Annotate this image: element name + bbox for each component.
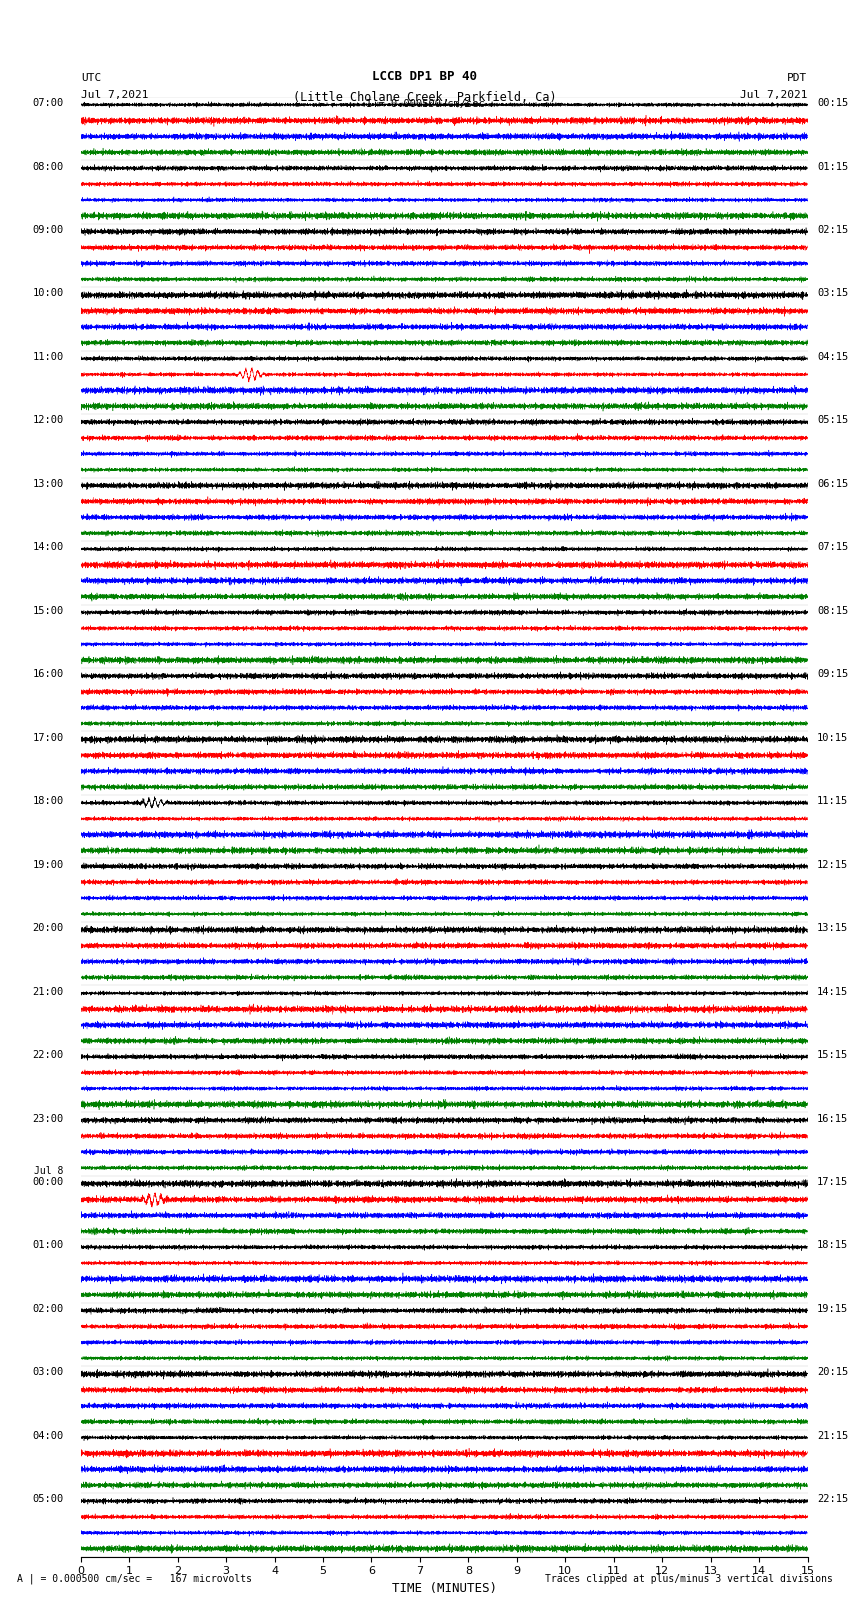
Text: 14:15: 14:15 xyxy=(817,987,848,997)
Text: 03:00: 03:00 xyxy=(32,1368,64,1378)
Text: 13:00: 13:00 xyxy=(32,479,64,489)
Text: 14:00: 14:00 xyxy=(32,542,64,552)
Text: 04:00: 04:00 xyxy=(32,1431,64,1440)
Text: UTC: UTC xyxy=(81,73,101,84)
Text: 00:15: 00:15 xyxy=(817,98,848,108)
Text: 15:15: 15:15 xyxy=(817,1050,848,1060)
Text: Jul 8: Jul 8 xyxy=(34,1166,64,1176)
Text: 02:00: 02:00 xyxy=(32,1303,64,1315)
Text: 22:00: 22:00 xyxy=(32,1050,64,1060)
Text: 09:00: 09:00 xyxy=(32,224,64,235)
Text: PDT: PDT xyxy=(787,73,808,84)
Text: Jul 7,2021: Jul 7,2021 xyxy=(740,90,808,100)
Text: 17:00: 17:00 xyxy=(32,732,64,742)
Text: 11:15: 11:15 xyxy=(817,797,848,806)
Text: 18:00: 18:00 xyxy=(32,797,64,806)
Text: 07:00: 07:00 xyxy=(32,98,64,108)
Text: 08:00: 08:00 xyxy=(32,161,64,171)
Text: 06:15: 06:15 xyxy=(817,479,848,489)
Text: 03:15: 03:15 xyxy=(817,289,848,298)
Text: 10:00: 10:00 xyxy=(32,289,64,298)
X-axis label: TIME (MINUTES): TIME (MINUTES) xyxy=(392,1582,496,1595)
Text: 12:00: 12:00 xyxy=(32,416,64,426)
Text: 16:00: 16:00 xyxy=(32,669,64,679)
Text: 01:15: 01:15 xyxy=(817,161,848,171)
Text: Traces clipped at plus/minus 3 vertical divisions: Traces clipped at plus/minus 3 vertical … xyxy=(545,1574,833,1584)
Text: 02:15: 02:15 xyxy=(817,224,848,235)
Text: Jul 7,2021: Jul 7,2021 xyxy=(81,90,148,100)
Text: 09:15: 09:15 xyxy=(817,669,848,679)
Text: 16:15: 16:15 xyxy=(817,1113,848,1124)
Text: 17:15: 17:15 xyxy=(817,1177,848,1187)
Text: LCCB DP1 BP 40: LCCB DP1 BP 40 xyxy=(372,69,478,84)
Text: 20:00: 20:00 xyxy=(32,923,64,934)
Text: 23:00: 23:00 xyxy=(32,1113,64,1124)
Text: I = 0.000500 cm/sec: I = 0.000500 cm/sec xyxy=(366,100,484,110)
Text: 20:15: 20:15 xyxy=(817,1368,848,1378)
Text: 01:00: 01:00 xyxy=(32,1240,64,1250)
Text: 19:15: 19:15 xyxy=(817,1303,848,1315)
Text: (Little Cholane Creek, Parkfield, Ca): (Little Cholane Creek, Parkfield, Ca) xyxy=(293,90,557,105)
Text: 19:00: 19:00 xyxy=(32,860,64,869)
Text: 15:00: 15:00 xyxy=(32,606,64,616)
Text: 21:15: 21:15 xyxy=(817,1431,848,1440)
Text: 21:00: 21:00 xyxy=(32,987,64,997)
Text: 22:15: 22:15 xyxy=(817,1494,848,1505)
Text: 05:00: 05:00 xyxy=(32,1494,64,1505)
Text: 11:00: 11:00 xyxy=(32,352,64,361)
Text: 12:15: 12:15 xyxy=(817,860,848,869)
Text: 04:15: 04:15 xyxy=(817,352,848,361)
Text: 00:00: 00:00 xyxy=(32,1177,64,1187)
Text: A | = 0.000500 cm/sec =   167 microvolts: A | = 0.000500 cm/sec = 167 microvolts xyxy=(17,1573,252,1584)
Text: 18:15: 18:15 xyxy=(817,1240,848,1250)
Text: 08:15: 08:15 xyxy=(817,606,848,616)
Text: 05:15: 05:15 xyxy=(817,416,848,426)
Text: 07:15: 07:15 xyxy=(817,542,848,552)
Text: 10:15: 10:15 xyxy=(817,732,848,742)
Text: 13:15: 13:15 xyxy=(817,923,848,934)
